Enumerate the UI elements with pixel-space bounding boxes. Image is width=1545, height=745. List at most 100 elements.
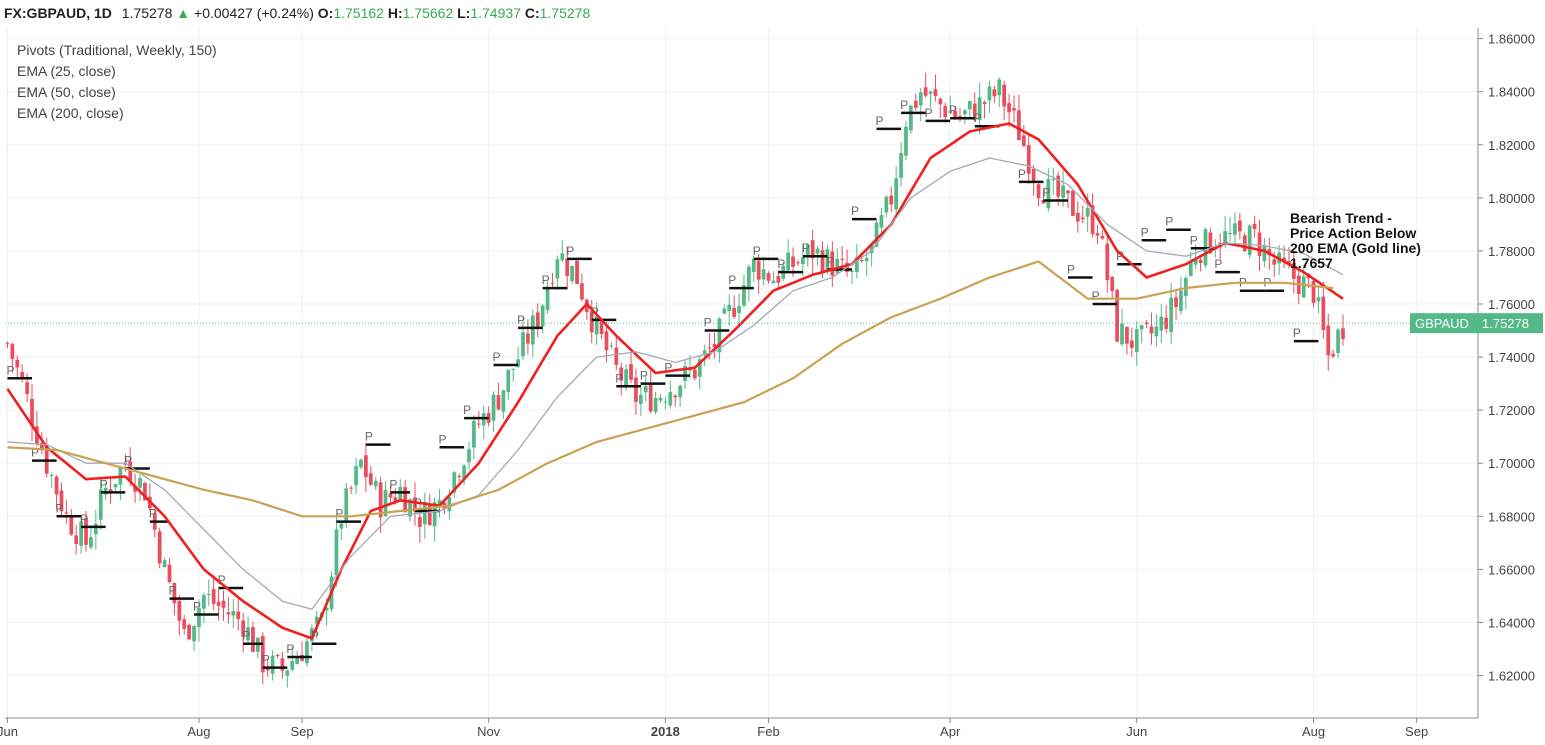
candle-body <box>1154 326 1159 337</box>
indicator-ema50[interactable]: EMA (50, close) <box>17 84 116 100</box>
candle <box>201 593 206 623</box>
pivot-label: P <box>1018 167 1026 181</box>
candle-body <box>634 377 638 402</box>
candle-body <box>688 369 692 371</box>
candle-body <box>997 79 1002 96</box>
candle-body <box>909 105 913 131</box>
symbol-name[interactable]: FX:GBPAUD <box>4 5 87 21</box>
candle-body <box>609 345 614 347</box>
candle-body <box>855 257 859 272</box>
candle-body <box>1159 316 1164 331</box>
candle-body <box>1272 259 1277 265</box>
candle-body <box>570 265 574 282</box>
pivot-label: P <box>974 111 982 125</box>
candle-body <box>521 332 525 357</box>
candle-body <box>1095 233 1100 236</box>
candle-body <box>231 610 236 616</box>
candle <box>771 271 776 284</box>
candle <box>452 470 457 499</box>
candle-body <box>938 98 943 105</box>
candle <box>712 332 717 359</box>
candle <box>1183 275 1188 310</box>
candle-body <box>334 529 339 576</box>
candle <box>54 475 59 510</box>
y-tick-label: 1.66000 <box>1488 562 1535 577</box>
x-tick-label: 2018 <box>651 724 680 739</box>
candle-body <box>830 251 835 276</box>
candle <box>673 394 678 407</box>
candle <box>663 397 668 410</box>
candle <box>727 294 732 326</box>
candle-body <box>98 489 103 520</box>
candle-body <box>1021 135 1026 147</box>
candle <box>530 309 535 357</box>
candle <box>1188 251 1193 277</box>
candle <box>511 368 516 382</box>
x-tick-label: Sep <box>290 724 313 739</box>
candle-body <box>339 523 344 529</box>
candle-body <box>275 655 280 657</box>
candle <box>197 599 201 642</box>
candle <box>5 341 10 348</box>
candle <box>354 457 358 494</box>
candle <box>373 476 378 491</box>
candle <box>157 527 162 569</box>
candle-body <box>1080 217 1085 220</box>
pivot-label: P <box>286 642 294 656</box>
candle-body <box>285 670 290 676</box>
pivot-label: P <box>542 273 550 287</box>
candle <box>702 344 707 366</box>
candle <box>619 362 624 396</box>
candle-body <box>1169 297 1173 333</box>
candle-body <box>918 92 923 106</box>
candle <box>457 473 462 482</box>
candle-body <box>840 258 845 260</box>
pivot-label: P <box>615 371 623 385</box>
candle-body <box>820 250 825 273</box>
candle <box>1144 320 1149 329</box>
candle <box>1071 188 1075 217</box>
ema200-line <box>7 260 1334 518</box>
open-label: O: <box>317 5 334 21</box>
candle-body <box>889 195 894 205</box>
candle <box>74 524 79 555</box>
y-tick-label: 1.62000 <box>1488 669 1535 684</box>
candle-body <box>1120 323 1124 345</box>
candle-body <box>732 307 737 317</box>
candle <box>1017 94 1021 141</box>
pivot-label: P <box>1190 233 1198 247</box>
candle <box>359 458 363 470</box>
candle <box>10 342 15 373</box>
candle-body <box>653 397 658 413</box>
candle <box>496 383 501 411</box>
candle <box>565 246 570 290</box>
indicator-ema25[interactable]: EMA (25, close) <box>17 63 116 79</box>
candle-body <box>383 489 388 517</box>
candle-body <box>963 110 967 115</box>
candle <box>1179 276 1183 315</box>
candle-body <box>540 305 545 327</box>
candle-body <box>349 487 354 489</box>
candle-body <box>727 304 732 312</box>
pivot-label: P <box>262 653 270 667</box>
candle <box>933 74 938 102</box>
candle-body <box>1193 258 1198 265</box>
pivot-label: P <box>777 257 785 271</box>
indicator-ema200[interactable]: EMA (200, close) <box>17 105 124 121</box>
interval[interactable]: 1D <box>93 5 112 21</box>
candle <box>98 477 103 530</box>
candle-body <box>476 423 481 425</box>
candle <box>162 557 167 568</box>
candle-body <box>1183 278 1188 296</box>
candle <box>722 304 727 315</box>
candle-body <box>668 392 673 406</box>
candle <box>904 120 908 160</box>
candle <box>963 108 967 125</box>
candle-body <box>187 624 191 640</box>
candle <box>899 142 903 187</box>
candle-body <box>491 394 496 421</box>
candle <box>305 635 309 667</box>
indicator-pivots[interactable]: Pivots (Traditional, Weekly, 150) <box>17 42 217 58</box>
